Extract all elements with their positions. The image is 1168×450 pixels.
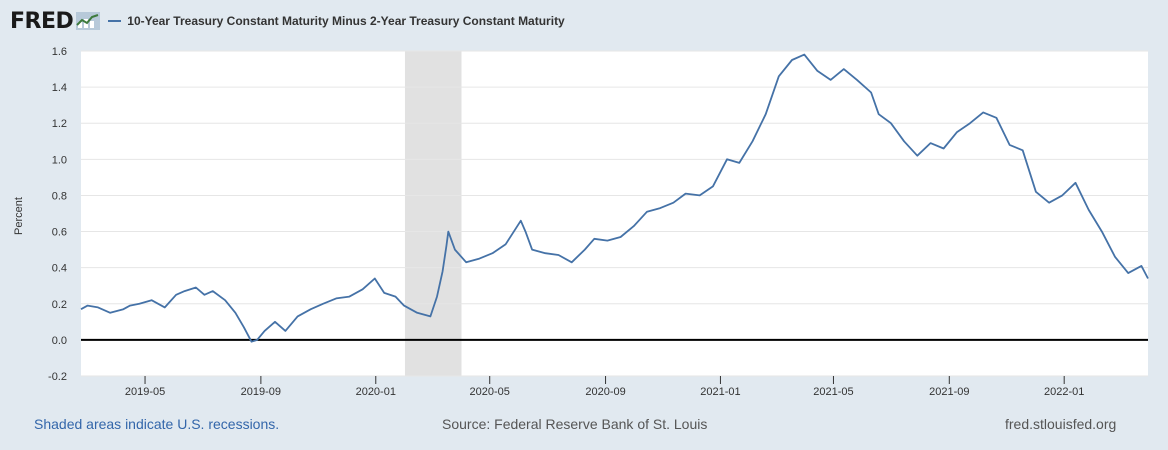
y-tick-label: 0.8 [52, 190, 67, 202]
x-tick-label: 2021-05 [813, 386, 853, 398]
y-tick-label: 0.0 [52, 335, 67, 347]
recession-note-link[interactable]: Shaded areas indicate U.S. recessions. [34, 416, 280, 432]
y-tick-label: 1.2 [52, 118, 67, 130]
fred-logo-text: FRED [10, 8, 74, 34]
y-tick-label: 1.6 [52, 46, 67, 58]
x-tick-label: 2019-05 [125, 386, 165, 398]
fred-logo[interactable]: FRED [10, 8, 101, 34]
legend-label: 10-Year Treasury Constant Maturity Minus… [127, 14, 565, 28]
x-tick-label: 2020-05 [470, 386, 510, 398]
x-tick-label: 2020-09 [585, 386, 625, 398]
y-tick-label: -0.2 [48, 371, 67, 383]
y-axis-ticks: -0.2 0.0 0.2 0.4 0.6 0.8 1.0 1.2 1.4 1.6 [48, 46, 67, 383]
y-tick-label: 1.0 [52, 154, 67, 166]
y-tick-label: 0.2 [52, 299, 67, 311]
x-tick-label: 2020-01 [356, 386, 396, 398]
fred-url-link[interactable]: fred.stlouisfed.org [1005, 416, 1117, 432]
recession-shading [404, 51, 462, 376]
y-tick-label: 0.4 [52, 263, 67, 275]
x-tick-label: 2022-01 [1044, 386, 1084, 398]
x-tick-label: 2019-09 [241, 386, 281, 398]
recession-band [404, 51, 462, 376]
source-text: Source: Federal Reserve Bank of St. Loui… [442, 416, 708, 432]
x-tick-label: 2021-09 [929, 386, 969, 398]
plot-area [81, 51, 1148, 376]
x-axis-ticks: 2019-05 2019-09 2020-01 2020-05 2020-09 2021-… [125, 376, 1084, 398]
x-tick-label: 2021-01 [700, 386, 740, 398]
y-axis-title: Percent [13, 197, 25, 235]
line-chart: 2019-05 2019-09 2020-01 2020-05 2020-09 2021-… [13, 46, 1149, 398]
y-tick-label: 0.6 [52, 227, 67, 239]
line-graph-icon [76, 12, 101, 30]
chart-legend: 10-Year Treasury Constant Maturity Minus… [108, 14, 565, 28]
y-tick-label: 1.4 [52, 82, 67, 94]
series-line [80, 53, 1149, 343]
chart-header: FRED 10-Year Treasury Constant Maturity … [10, 8, 565, 34]
legend-swatch [108, 20, 122, 22]
